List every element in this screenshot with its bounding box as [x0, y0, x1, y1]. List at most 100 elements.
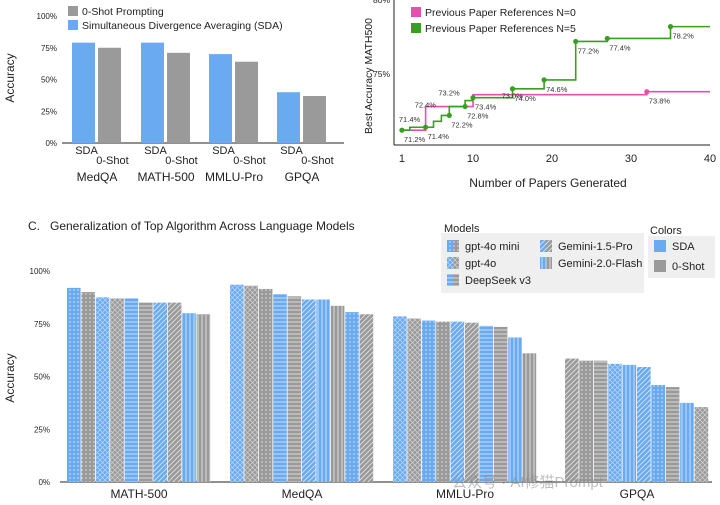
panel-a-sublabel: 0-Shot — [233, 155, 265, 167]
panel-b-point — [423, 124, 429, 130]
panel-c-chart: C. Generalization of Top Algorithm Acros… — [3, 219, 715, 501]
panel-b-xtick: 30 — [625, 153, 637, 165]
panel-c-bar-math-500-deepseek-v3-0-shot-pattern — [139, 302, 153, 482]
panel-b-point-label: 77.2% — [578, 46, 600, 55]
panel-c-bar-medqa-deepseek-v3-sda-pattern — [273, 294, 287, 482]
panel-c-bar-mmlu-pro-gpt-4o-sda-pattern — [393, 316, 407, 482]
panel-b-point-label: 71.4% — [399, 115, 421, 124]
panel-a-sublabel: 0-Shot — [165, 155, 197, 167]
panel-a-bar-math-500-sda — [141, 42, 164, 143]
panel-c-bar-medqa-gemini-1-5-pro-sda-pattern — [302, 299, 316, 482]
panel-a-sublabel: SDA — [212, 145, 235, 157]
panel-c-bar-mmlu-pro-deepseek-v3-0-shot-pattern — [493, 326, 508, 482]
panel-c-bar-medqa-gpt-4o-0-shot-pattern — [244, 285, 258, 482]
panel-c-bar-mmlu-pro-gpt-4o-mini-sda-pattern — [421, 320, 436, 482]
legend-label-c-sda: SDA — [672, 241, 695, 253]
panel-b-xtick: 1 — [399, 153, 405, 165]
panel-a-ytick: 0% — [45, 139, 57, 148]
legend-label-model-gpt-4o: gpt-4o — [465, 258, 496, 270]
panel-c-bar-math-500-gpt-4o-0-shot-pattern — [110, 298, 124, 482]
legend-swatch-c-sda — [654, 240, 666, 252]
panel-c-bar-mmlu-pro-gemini-1-5-pro-0-shot-pattern — [465, 322, 479, 482]
legend-label-n5: Previous Paper References N=5 — [425, 23, 576, 35]
legend-label-sda: Simultaneous Divergence Averaging (SDA) — [82, 20, 283, 32]
panel-c-bar-medqa-gemini-1-5-pro-0-shot-pattern — [359, 314, 374, 482]
panel-c-bar-gpqa-deepseek-v3-0-shot-pattern — [593, 360, 608, 482]
panel-c-category-label: MATH-500 — [110, 487, 167, 501]
legend-swatch-n5 — [411, 23, 421, 33]
legend-label-model-gemini-2-0-flash: Gemini-2.0-Flash — [558, 258, 642, 270]
panel-b-ylabel: Best Accuracy MATH500 — [363, 18, 375, 134]
legend-label-model-deepseek-v3: DeepSeek v3 — [465, 275, 531, 287]
panel-c-bar-math-500-gemini-1-5-pro-0-shot-pattern — [167, 302, 182, 482]
panel-b-line-n5 — [401, 25, 710, 132]
panel-c-bar-math-500-gpt-4o-sda-pattern — [95, 297, 110, 482]
panel-b-point — [667, 24, 674, 30]
panel-c-category-label: MedQA — [282, 487, 323, 501]
panel-c-bar-math-500-deepseek-v3-sda-pattern — [124, 298, 139, 482]
panel-c-bar-math-500-gemini-2-0-flash-0-shot-pattern — [196, 314, 211, 482]
panel-a-chart: Accuracy 0%25%50%75%100% SDA0-ShotMedQAS… — [3, 6, 344, 184]
legend-swatch-0-shot — [68, 6, 78, 16]
panel-c-bar-math-500-gemini-2-0-flash-sda-pattern — [182, 313, 196, 482]
panel-b-ytick: 80% — [373, 0, 390, 5]
panel-b-point — [470, 95, 476, 101]
panel-b-point-label: 73.4% — [475, 103, 497, 112]
legend-label-c-0shot: 0-Shot — [672, 261, 704, 273]
panel-c-ylabel: Accuracy — [3, 353, 17, 402]
panel-c-bar-gpqa-gemini-2-0-flash-sda-pattern — [622, 364, 637, 482]
legend-swatch-model-gpt-4o-mini — [447, 240, 459, 252]
panel-c-category-label: GPQA — [620, 487, 655, 501]
panel-c-bar-gpqa-gpt-4o-0-shot-pattern — [694, 407, 709, 482]
panel-b-point-label: 73.0% — [502, 92, 524, 101]
panel-c-bar-mmlu-pro-gpt-4o-mini-0-shot-pattern — [436, 321, 450, 482]
legend-swatch-c-0shot — [654, 260, 666, 272]
panel-a-ytick: 50% — [41, 76, 57, 85]
legend-swatch-model-gemini-2-0-flash — [540, 257, 552, 269]
legend-swatch-model-gemini-1-5-pro — [540, 240, 552, 252]
panel-b-point-label: 73.8% — [649, 97, 671, 106]
panel-a-category-label: MATH-500 — [137, 170, 194, 184]
panel-a-ytick: 75% — [41, 44, 57, 53]
panel-b-point-label: 77.4% — [609, 43, 631, 52]
panel-c-bar-medqa-gpt-4o-mini-0-shot-pattern — [258, 288, 273, 482]
panel-c-bar-math-500-gemini-1-5-pro-sda-pattern — [153, 302, 167, 482]
panel-c-ytick: 0% — [38, 478, 50, 487]
legend-label-model-gpt-4o-mini: gpt-4o mini — [465, 241, 519, 253]
panel-c-ytick: 100% — [30, 267, 50, 276]
panel-b-point-label: 72.4% — [415, 100, 437, 109]
panel-b-point-label: 71.4% — [428, 132, 450, 141]
panel-b-point — [446, 112, 452, 119]
panel-c-category-label: MMLU-Pro — [436, 487, 494, 501]
panel-a-sublabel: 0-Shot — [96, 155, 128, 167]
panel-a-category-label: MedQA — [77, 170, 118, 184]
panel-c-bar-gpqa-gpt-4o-sda-pattern — [608, 363, 622, 482]
panel-c-bar-mmlu-pro-gpt-4o-0-shot-pattern — [407, 318, 421, 482]
panel-a-bar-gpqa-0-shot — [303, 96, 326, 143]
panel-c-colors-legend: Colors SDA 0-Shot — [648, 225, 715, 278]
models-legend-title: Models — [444, 223, 480, 235]
watermark: 公众号 · AI修猫Prompt — [452, 474, 604, 491]
panel-b-legend: Previous Paper References N=0 Previous P… — [411, 7, 576, 35]
panel-c-bar-gpqa-gpt-4o-mini-0-shot-pattern — [579, 360, 593, 482]
panel-c-bar-mmlu-pro-gemini-2-0-flash-sda-pattern — [508, 337, 522, 482]
panel-b-point — [509, 86, 516, 92]
panel-c-bar-math-500-gpt-4o-mini-sda-pattern — [67, 287, 81, 482]
legend-swatch-n0 — [411, 7, 421, 17]
panel-b-xtick: 10 — [467, 153, 479, 165]
panel-c-bar-math-500-gpt-4o-mini-0-shot-pattern — [81, 292, 95, 482]
panel-a-sublabel: SDA — [280, 145, 303, 157]
panel-b-ytick: 75% — [373, 69, 390, 79]
panel-a-bar-gpqa-sda — [277, 92, 300, 143]
panel-c-bar-medqa-gemini-2-0-flash-sda-pattern — [316, 299, 330, 482]
panel-b-point-label: 78.2% — [673, 32, 695, 41]
panel-a-category-label: MMLU-Pro — [205, 170, 263, 184]
panel-b-point-label: 74.0% — [515, 94, 537, 103]
panel-c-bar-medqa-gpt-4o-sda-pattern — [230, 284, 244, 482]
panel-b-xtick: 40 — [704, 153, 716, 165]
legend-swatch-model-gpt-4o — [447, 257, 459, 269]
panel-b-point-label: 73.2% — [438, 89, 460, 98]
panel-a-category-label: GPQA — [285, 170, 320, 184]
panel-c-bar-mmlu-pro-gemini-2-0-flash-0-shot-pattern — [522, 353, 537, 482]
panel-b-xtick: 20 — [546, 153, 558, 165]
